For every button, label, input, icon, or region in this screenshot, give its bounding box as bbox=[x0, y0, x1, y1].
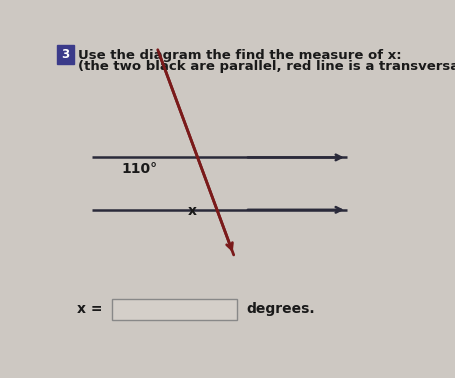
Text: x: x bbox=[187, 204, 196, 218]
Text: (the two black are parallel, red line is a transversal): (the two black are parallel, red line is… bbox=[78, 60, 455, 73]
Text: x =: x = bbox=[77, 302, 103, 316]
Bar bbox=[111, 299, 237, 321]
Text: degrees.: degrees. bbox=[246, 302, 314, 316]
Bar bbox=[57, 45, 74, 64]
Text: 3: 3 bbox=[61, 48, 70, 61]
Text: Use the diagram the find the measure of x:: Use the diagram the find the measure of … bbox=[78, 49, 401, 62]
Text: 110°: 110° bbox=[121, 162, 157, 176]
